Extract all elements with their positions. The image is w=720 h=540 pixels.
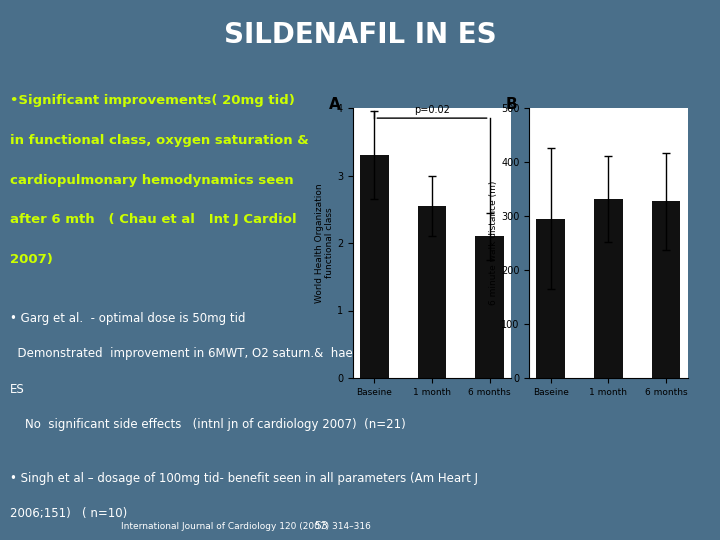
Text: International Journal of Cardiology 120 (2007) 314–316: International Journal of Cardiology 120 … <box>121 522 371 531</box>
Text: cardiopulmonary hemodynamics seen: cardiopulmonary hemodynamics seen <box>10 173 294 186</box>
Text: • Garg et al.  - optimal dose is 50mg tid: • Garg et al. - optimal dose is 50mg tid <box>10 312 246 325</box>
Bar <box>536 219 565 378</box>
Bar <box>360 156 389 378</box>
Bar <box>475 237 504 378</box>
Text: 2007): 2007) <box>10 253 53 266</box>
Bar <box>594 199 623 378</box>
Y-axis label: 6 minute walk distance (m): 6 minute walk distance (m) <box>489 181 498 305</box>
Text: Demonstrated  improvement in 6MWT, O2 saturn.&  haemodynamics  in both PAH: Demonstrated improvement in 6MWT, O2 sat… <box>10 347 504 360</box>
Text: A: A <box>329 97 341 112</box>
Text: p=0.02: p=0.02 <box>414 105 450 115</box>
Text: ES: ES <box>10 383 25 396</box>
Text: B: B <box>505 97 517 112</box>
Text: No  significant side effects   (intnl jn of cardiology 2007)  (n=21): No significant side effects (intnl jn of… <box>10 418 406 431</box>
Text: 53: 53 <box>315 521 328 531</box>
Bar <box>418 206 446 378</box>
Text: in functional class, oxygen saturation &: in functional class, oxygen saturation & <box>10 133 309 147</box>
Text: SILDENAFIL IN ES: SILDENAFIL IN ES <box>224 21 496 49</box>
Text: •Significant improvements( 20mg tid): •Significant improvements( 20mg tid) <box>10 94 295 107</box>
Text: • Singh et al – dosage of 100mg tid- benefit seen in all parameters (Am Heart J: • Singh et al – dosage of 100mg tid- ben… <box>10 472 478 485</box>
Text: after 6 mth   ( Chau et al   Int J Cardiol: after 6 mth ( Chau et al Int J Cardiol <box>10 213 297 226</box>
Y-axis label: World Health Organization
functional class: World Health Organization functional cla… <box>315 183 334 303</box>
Bar <box>652 201 680 378</box>
Text: 2006;151)   ( n=10): 2006;151) ( n=10) <box>10 507 127 520</box>
